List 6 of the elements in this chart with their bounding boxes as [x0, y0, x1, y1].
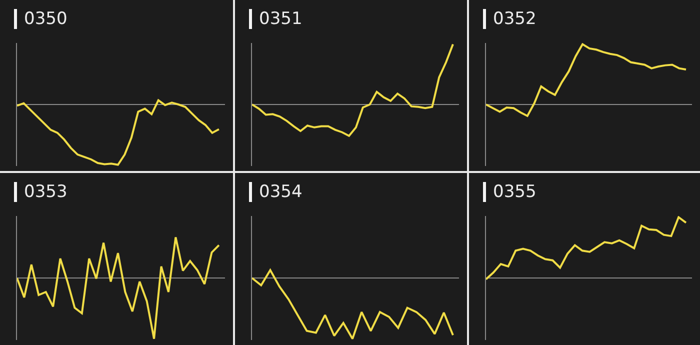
chart-title: 0354 [259, 182, 302, 202]
chart-title: 0353 [24, 182, 68, 202]
chart-title: 0355 [493, 182, 536, 202]
chart-title: 0351 [259, 9, 302, 29]
chart-title: 0350 [24, 9, 68, 29]
chart-title: 0352 [493, 9, 536, 29]
